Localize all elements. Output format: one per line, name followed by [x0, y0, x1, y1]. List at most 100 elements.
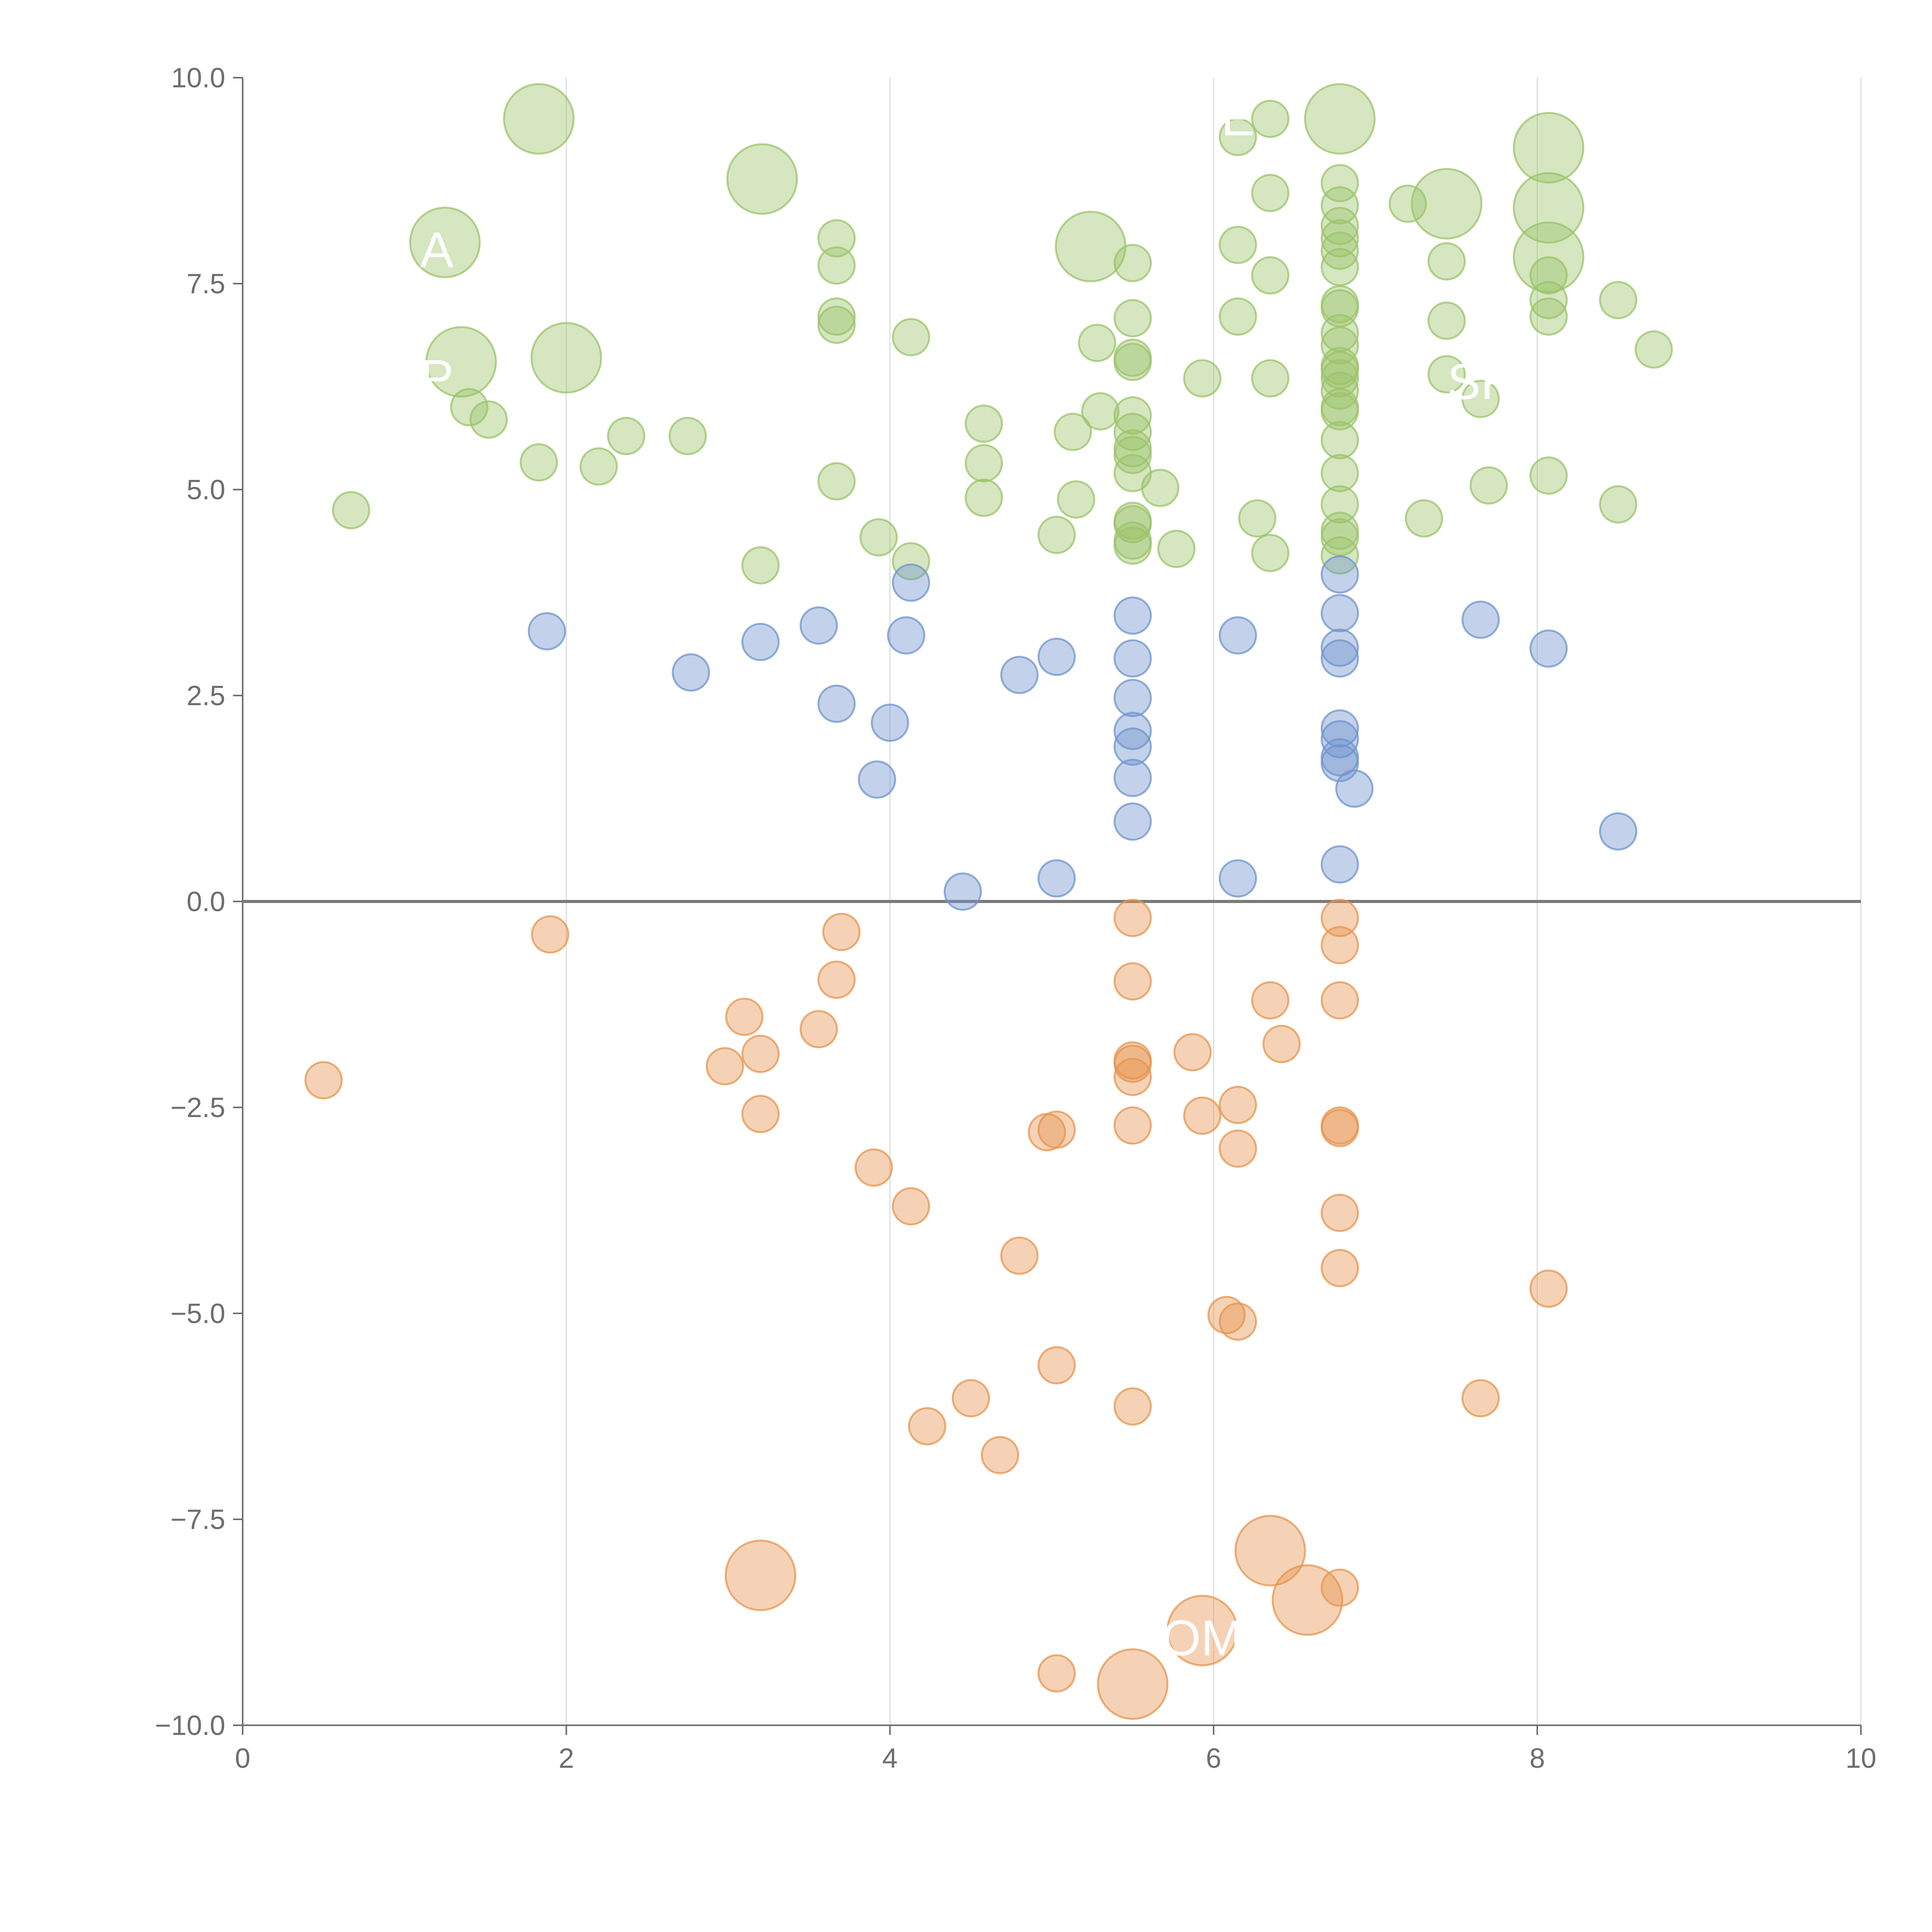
green-point — [1513, 112, 1585, 184]
blue-point — [944, 872, 982, 911]
green-point — [964, 444, 1003, 483]
blue-point — [799, 606, 838, 645]
blue-point — [858, 760, 896, 799]
green-point — [1141, 469, 1180, 507]
green-point — [519, 443, 558, 482]
orange-point — [1219, 1086, 1257, 1124]
blue-point — [1113, 596, 1152, 635]
orange-point — [741, 1034, 780, 1073]
blue-point — [1320, 639, 1359, 678]
orange-point — [304, 1061, 343, 1100]
green-point — [1599, 281, 1638, 320]
green-point — [1427, 301, 1466, 340]
blue-point — [1219, 859, 1257, 898]
orange-point — [1000, 1236, 1039, 1275]
blue-point — [1113, 727, 1152, 766]
point-annotation: A — [744, 95, 777, 151]
orange-point — [724, 1539, 796, 1611]
green-point — [817, 462, 856, 501]
orange-point — [1113, 1106, 1152, 1145]
green-point — [1320, 421, 1359, 459]
blue-point — [741, 622, 780, 661]
orange-point — [1113, 1044, 1152, 1083]
green-point — [1529, 456, 1568, 495]
x-tick-label: 6 — [1206, 1743, 1221, 1774]
orange-point — [1113, 899, 1152, 937]
orange-point — [1262, 1025, 1301, 1063]
orange-point — [799, 1010, 838, 1048]
orange-point — [908, 1407, 947, 1446]
orange-point — [1183, 1096, 1221, 1135]
point-annotation: A — [420, 221, 454, 278]
blue-point — [527, 612, 566, 651]
orange-point — [892, 1187, 930, 1226]
green-point — [1219, 226, 1257, 264]
green-point — [1320, 231, 1359, 270]
blue-point — [817, 684, 856, 723]
y-tick-label: 5.0 — [187, 474, 225, 505]
green-point — [1320, 485, 1359, 524]
y-tick-label: 2.5 — [187, 680, 225, 711]
green-point — [450, 388, 488, 427]
green-point — [1320, 186, 1359, 224]
green-point — [1599, 485, 1638, 524]
blue-point — [1320, 628, 1359, 667]
y-tick-label: −2.5 — [170, 1092, 225, 1123]
blue-point — [1113, 802, 1152, 841]
x-tick-label: 4 — [882, 1743, 898, 1774]
green-point — [1320, 392, 1359, 430]
green-point — [1113, 343, 1152, 381]
green-point — [892, 542, 930, 580]
orange-point — [1529, 1269, 1568, 1308]
green-point — [469, 400, 508, 439]
green-point — [741, 546, 780, 585]
green-point — [1427, 355, 1466, 394]
blue-point — [892, 563, 930, 602]
orange-point — [1207, 1296, 1246, 1334]
orange-point — [1320, 899, 1359, 937]
green-point — [1238, 499, 1277, 538]
green-point — [1113, 413, 1152, 451]
green-point — [1055, 211, 1127, 282]
green-point — [1251, 359, 1289, 398]
orange-point — [531, 915, 570, 954]
blue-point — [1113, 639, 1152, 678]
green-point — [817, 297, 856, 336]
green-point — [964, 404, 1003, 443]
green-point — [1037, 515, 1076, 554]
orange-point — [1320, 1249, 1359, 1287]
blue-point — [1320, 594, 1359, 633]
green-point — [1320, 164, 1359, 202]
green-point — [1513, 172, 1585, 244]
orange-point — [822, 913, 861, 951]
y-tick-label: 7.5 — [187, 269, 225, 299]
green-point — [579, 447, 618, 486]
blue-point — [1320, 555, 1359, 594]
green-point — [1078, 324, 1116, 362]
blue-point — [1000, 656, 1039, 694]
blue-point — [1529, 629, 1568, 668]
green-point — [1320, 454, 1359, 492]
blue-point — [1037, 638, 1076, 676]
green-point — [1113, 244, 1152, 282]
blue-point — [1320, 845, 1359, 884]
points-layer — [304, 83, 1673, 1720]
orange-point — [1219, 1302, 1257, 1341]
blue-point — [1113, 679, 1152, 717]
green-point — [1251, 100, 1289, 138]
green-point — [1251, 534, 1289, 572]
y-tick-label: 10.0 — [171, 63, 225, 94]
orange-point — [981, 1436, 1019, 1475]
orange-point — [1320, 1109, 1359, 1147]
point-annotation: OM — [1162, 1610, 1243, 1666]
green-point — [1469, 466, 1508, 505]
blue-point — [672, 653, 710, 692]
green-point — [1529, 297, 1568, 336]
blue-point — [1219, 616, 1257, 655]
blue-point — [1037, 859, 1076, 898]
green-point — [1113, 505, 1152, 544]
green-point — [425, 326, 497, 398]
orange-point — [1097, 1648, 1168, 1720]
blue-point — [1461, 600, 1500, 639]
green-point — [1461, 379, 1500, 418]
